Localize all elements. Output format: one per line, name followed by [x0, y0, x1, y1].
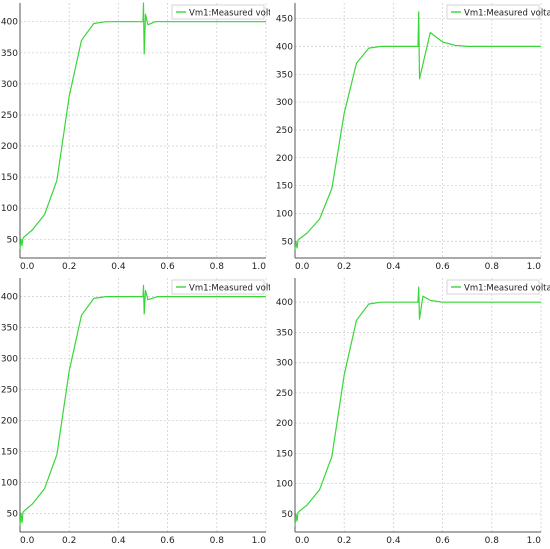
y-tick-label: 100 [276, 480, 293, 490]
y-tick-label: 50 [7, 509, 19, 519]
grid [19, 3, 267, 258]
y-tick-label: 350 [276, 70, 293, 80]
x-tick-label: 0.8 [485, 536, 500, 546]
y-tick-label: 300 [276, 98, 293, 108]
x-tick-label: 0.2 [337, 262, 351, 272]
x-tick-label: 0.4 [111, 536, 126, 546]
y-tick-label: 350 [1, 49, 18, 59]
y-tick-label: 400 [276, 42, 293, 52]
legend-label: Vm1:Measured voltage [189, 9, 270, 19]
y-tick-label: 250 [1, 386, 18, 396]
chart-svg: 0.0 0.2 0.4 0.6 0.8 1.0 50 100 150 200 250 300 350 40… [1, 2, 270, 272]
x-tick-label: 0.0 [20, 536, 35, 546]
series-line [19, 284, 266, 526]
x-tick-label: 0.0 [295, 262, 310, 272]
x-tick-label: 0.0 [295, 536, 310, 546]
legend-box [171, 279, 265, 295]
y-tick-label: 300 [1, 355, 18, 365]
legend-label: Vm1:Measured voltage [189, 284, 270, 294]
y-tick-label: 350 [276, 328, 293, 338]
y-tick-label: 400 [276, 298, 293, 308]
x-tick-label: 0.6 [435, 262, 450, 272]
chart-panel-top-left: 0.0 0.2 0.4 0.6 0.8 1.0 50 100 150 200 250 300 350 40… [0, 0, 270, 275]
series-line [294, 11, 541, 250]
y-tick-label: 150 [1, 447, 18, 457]
legend-box [171, 4, 265, 20]
series-line [294, 286, 541, 527]
y-tick-label: 200 [276, 419, 293, 429]
x-tick-label: 1.0 [527, 536, 542, 546]
y-tick-label: 200 [1, 416, 18, 426]
x-tick-label: 0.0 [20, 262, 35, 272]
chart-panel-top-right: 0.0 0.2 0.4 0.6 0.8 1.0 50 100 150 200 250 300 350 40… [275, 0, 550, 275]
y-tick-label: 200 [276, 154, 293, 164]
legend: Vm1:Measured voltage [171, 4, 270, 20]
x-tick-label: 0.8 [485, 262, 500, 272]
x-tick-label: 0.2 [337, 536, 351, 546]
y-tick-label: 150 [276, 449, 293, 459]
chart-svg: 0.0 0.2 0.4 0.6 0.8 1.0 50 100 150 200 250 300 350 40… [1, 278, 270, 546]
x-tick-label: 0.4 [111, 262, 126, 272]
y-tick-label: 150 [276, 182, 293, 192]
y-tick-label: 300 [276, 359, 293, 369]
y-tick-label: 450 [276, 15, 293, 25]
y-tick-label: 100 [1, 204, 18, 214]
chart-panel-bottom-right: 0.0 0.2 0.4 0.6 0.8 1.0 50 100 150 200 250 300 350 40… [275, 275, 550, 549]
y-tick-label: 350 [1, 324, 18, 334]
grid [19, 278, 267, 532]
y-tick-label: 50 [7, 235, 19, 245]
y-tick-label: 400 [1, 18, 18, 28]
y-tick-label: 250 [1, 111, 18, 121]
legend: Vm1:Measured voltage [171, 279, 270, 295]
chart-svg: 0.0 0.2 0.4 0.6 0.8 1.0 50 100 150 200 250 300 350 40… [276, 278, 550, 546]
y-tick-label: 100 [1, 478, 18, 488]
x-tick-label: 0.4 [386, 536, 401, 546]
x-tick-label: 0.4 [386, 262, 401, 272]
y-tick-label: 250 [276, 389, 293, 399]
grid [294, 278, 542, 532]
chart-svg: 0.0 0.2 0.4 0.6 0.8 1.0 50 100 150 200 250 300 350 40… [276, 3, 550, 272]
x-tick-label: 1.0 [252, 262, 267, 272]
legend-box [446, 279, 540, 295]
x-tick-label: 0.8 [210, 262, 225, 272]
y-tick-label: 200 [1, 142, 18, 152]
x-tick-label: 0.8 [210, 536, 225, 546]
legend: Vm1:Measured voltage [446, 4, 550, 20]
x-tick-label: 0.2 [62, 262, 76, 272]
y-tick-label: 100 [276, 209, 293, 219]
x-tick-label: 0.6 [160, 262, 175, 272]
x-tick-label: 0.2 [62, 536, 76, 546]
x-tick-label: 1.0 [252, 536, 267, 546]
legend-label: Vm1:Measured voltage [464, 9, 550, 19]
x-tick-label: 0.6 [435, 536, 450, 546]
y-tick-label: 400 [1, 293, 18, 303]
legend-box [446, 4, 540, 20]
y-tick-label: 50 [282, 510, 294, 520]
legend: Vm1:Measured voltage [446, 279, 550, 295]
chart-panel-bottom-left: 0.0 0.2 0.4 0.6 0.8 1.0 50 100 150 200 250 300 350 40… [0, 275, 270, 549]
y-tick-label: 250 [276, 126, 293, 136]
legend-label: Vm1:Measured voltage [464, 284, 550, 294]
x-tick-label: 0.6 [160, 536, 175, 546]
x-tick-label: 1.0 [527, 262, 542, 272]
y-tick-label: 50 [282, 237, 294, 247]
y-tick-label: 300 [1, 80, 18, 90]
y-tick-label: 150 [1, 173, 18, 183]
series-line [19, 2, 266, 249]
